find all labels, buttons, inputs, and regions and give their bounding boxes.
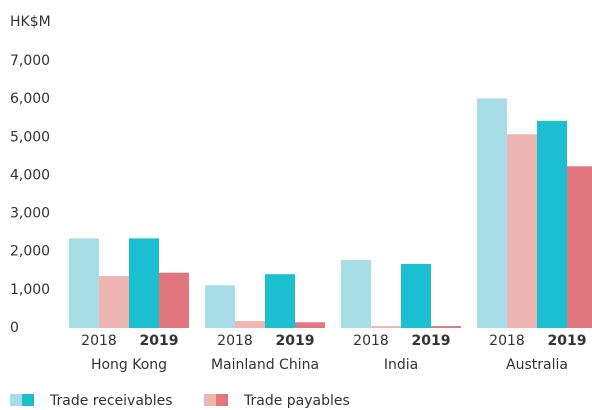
y-tick-label: 4,000 [10, 167, 50, 183]
y-tick-label: 2,000 [10, 244, 50, 260]
group-label: India [384, 357, 418, 373]
bar [205, 285, 235, 328]
bar [371, 326, 401, 328]
x-tick-label: 2018 [353, 333, 389, 349]
group-label: Hong Kong [91, 357, 167, 373]
y-tick-label: 1,000 [10, 282, 50, 298]
bar [129, 238, 159, 328]
y-tick-label: 3,000 [10, 206, 50, 222]
group-label: Mainland China [211, 357, 319, 373]
y-tick-label: 5,000 [10, 129, 50, 145]
x-tick-label: 2019 [276, 333, 315, 349]
y-tick-label: 0 [10, 320, 19, 336]
x-tick-label: 2019 [412, 333, 451, 349]
legend-label: Trade payables [243, 393, 350, 409]
bar [69, 238, 99, 328]
y-axis-label: HK$M [10, 14, 51, 30]
bar [295, 322, 325, 328]
bar [537, 120, 567, 329]
y-tick-label: 7,000 [10, 53, 50, 69]
bar [567, 166, 592, 328]
legend-swatch [22, 394, 34, 406]
bar [99, 276, 129, 328]
legend-label: Trade receivables [49, 393, 173, 409]
legend-swatch [10, 394, 22, 406]
bar [431, 326, 461, 328]
x-tick-label: 2018 [489, 333, 525, 349]
legend-swatch [216, 394, 228, 406]
x-tick-label: 2018 [81, 333, 117, 349]
bar [159, 272, 189, 328]
group-label: Australia [506, 357, 568, 373]
x-tick-label: 2018 [217, 333, 253, 349]
x-tick-label: 2019 [140, 333, 179, 349]
bar [235, 321, 265, 328]
bar [507, 134, 537, 328]
bar [477, 98, 507, 328]
y-tick-label: 6,000 [10, 91, 50, 107]
bar [341, 260, 371, 328]
bar [401, 263, 431, 328]
bar [265, 274, 295, 328]
x-tick-label: 2019 [548, 333, 587, 349]
legend-swatch [204, 394, 216, 406]
